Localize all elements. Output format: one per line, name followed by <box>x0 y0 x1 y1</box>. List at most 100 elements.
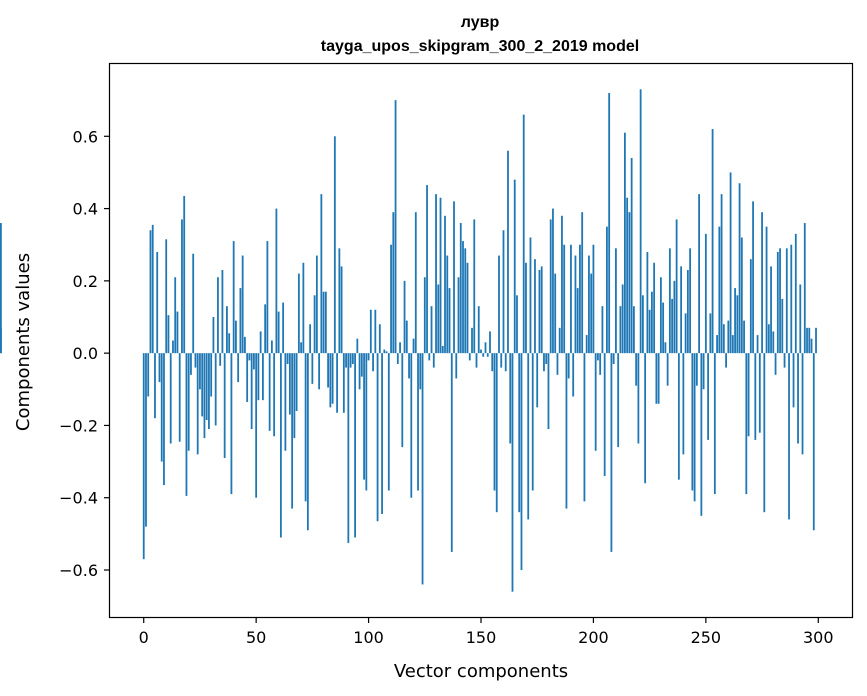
bar <box>437 284 440 354</box>
bar <box>165 239 168 354</box>
x-tick-label: 150 <box>466 628 497 647</box>
bar <box>304 353 307 502</box>
bar <box>217 277 219 354</box>
bar <box>603 353 606 477</box>
bar <box>235 320 237 354</box>
bar <box>592 244 595 354</box>
bar <box>196 353 199 455</box>
bar <box>718 226 721 354</box>
bar <box>257 353 260 401</box>
bar <box>185 353 188 496</box>
bar <box>599 353 602 375</box>
bar <box>509 353 512 444</box>
bar <box>779 248 781 354</box>
bar <box>453 201 455 354</box>
bar <box>160 353 163 462</box>
bar <box>765 226 768 354</box>
bar <box>390 244 392 354</box>
bar <box>556 353 559 375</box>
bar <box>579 244 581 354</box>
bar <box>630 157 633 354</box>
bar <box>183 195 186 354</box>
bar <box>237 353 240 383</box>
bar <box>401 353 404 448</box>
bar <box>790 244 793 354</box>
bar <box>426 185 428 354</box>
x-tick-label: 300 <box>803 628 834 647</box>
bar <box>745 353 748 495</box>
y-axis-ticks: −0.6 −0.4 −0.2 0.0 0.2 0.4 0.6 <box>59 127 110 580</box>
bar <box>770 266 772 354</box>
bar <box>439 197 442 354</box>
bar <box>628 212 631 354</box>
bar <box>264 304 267 354</box>
bar <box>318 353 321 390</box>
bar <box>475 353 478 368</box>
bar <box>333 136 336 354</box>
bar <box>201 353 204 417</box>
bar <box>704 233 707 354</box>
bar <box>520 353 523 571</box>
bar <box>756 335 759 354</box>
bar <box>648 309 651 354</box>
bar <box>590 273 593 354</box>
bar <box>241 255 244 354</box>
bar <box>576 288 579 354</box>
bar <box>459 223 462 354</box>
bar <box>722 324 725 354</box>
chart-subtitle: tayga_upos_skipgram_300_2_2019 model <box>321 38 639 55</box>
bar <box>612 353 615 364</box>
bar <box>734 288 736 354</box>
bar <box>181 219 183 354</box>
bar <box>268 353 271 431</box>
bar <box>536 353 539 408</box>
bar <box>662 302 665 354</box>
bar <box>709 313 712 354</box>
bar <box>725 353 727 368</box>
bar <box>641 295 644 354</box>
bar <box>774 353 777 375</box>
bar <box>444 215 446 354</box>
x-axis-ticks: 0 50 100 150 200 250 300 <box>139 617 834 647</box>
bar <box>219 353 222 366</box>
bar <box>486 353 489 357</box>
bar <box>154 353 156 419</box>
bar <box>565 353 568 509</box>
bar <box>633 306 635 354</box>
bar <box>743 320 745 354</box>
bar <box>367 353 370 361</box>
bar <box>588 255 590 354</box>
bar <box>729 172 732 354</box>
bar <box>338 248 341 354</box>
bar <box>693 353 696 502</box>
bar <box>567 353 570 379</box>
bar <box>684 313 687 354</box>
bar <box>295 353 298 411</box>
bar <box>421 353 424 585</box>
bar <box>376 353 379 522</box>
bar <box>457 277 460 354</box>
bar <box>450 353 453 552</box>
bar <box>558 327 561 354</box>
bar <box>145 353 147 527</box>
bar <box>799 284 802 354</box>
bar <box>803 223 806 354</box>
bar <box>749 259 752 354</box>
bar <box>563 244 566 354</box>
bar <box>0 223 2 354</box>
bar <box>306 353 309 531</box>
bar <box>320 194 323 354</box>
bar <box>255 353 258 498</box>
bar <box>340 266 343 354</box>
bar <box>462 241 464 354</box>
bar <box>583 353 586 502</box>
bar <box>626 197 629 354</box>
bar <box>275 208 278 354</box>
bar <box>668 248 671 354</box>
bar <box>808 327 811 354</box>
bar <box>163 353 165 486</box>
bar <box>354 353 356 538</box>
bar <box>369 309 372 354</box>
bar <box>615 248 617 354</box>
